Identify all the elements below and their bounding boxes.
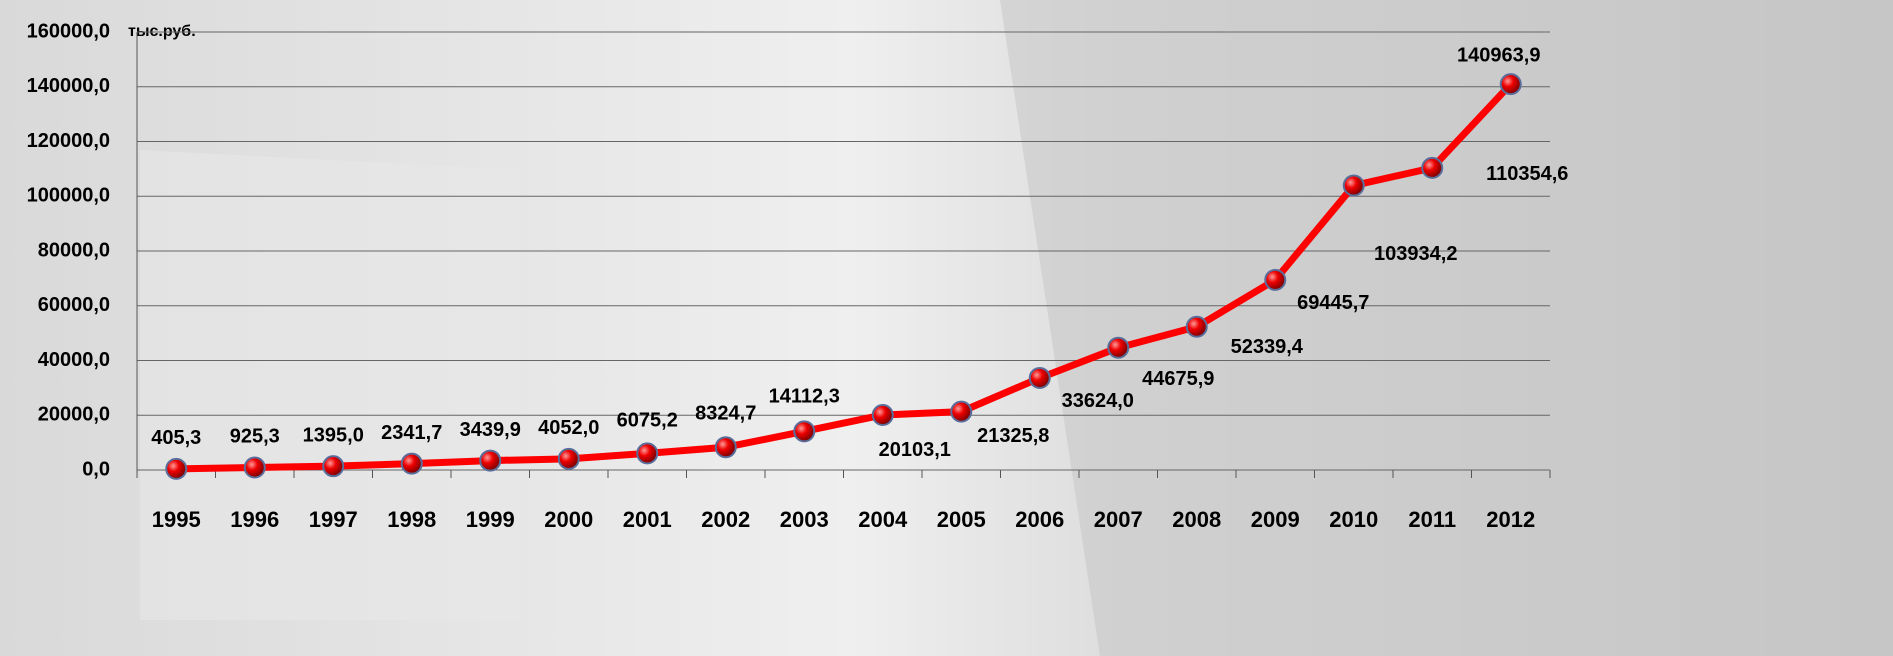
data-label: 4052,0 <box>538 417 599 439</box>
data-label: 52339,4 <box>1231 336 1304 358</box>
marker <box>1107 336 1130 359</box>
x-tick-label: 2010 <box>1329 507 1378 532</box>
marker <box>165 457 188 480</box>
data-label: 14112,3 <box>769 386 840 408</box>
marker <box>1421 156 1444 179</box>
x-tick-label: 2005 <box>937 507 986 532</box>
marker <box>950 400 973 423</box>
background-shape <box>1000 0 1893 656</box>
data-label: 1395,0 <box>303 424 364 446</box>
data-label: 8324,7 <box>695 402 756 424</box>
y-tick-label: 60000,0 <box>38 294 110 316</box>
data-label: 69445,7 <box>1297 292 1369 314</box>
x-tick-label: 2004 <box>858 507 908 532</box>
line <box>176 81 1514 473</box>
y-tick-label: 140000,0 <box>27 75 110 97</box>
data-label: 405,3 <box>151 427 201 449</box>
marker <box>243 456 266 479</box>
data-label: 140963,9 <box>1457 44 1540 66</box>
x-tick-label: 1999 <box>466 507 515 532</box>
y-tick-label: 20000,0 <box>38 404 110 426</box>
marker <box>1264 268 1287 291</box>
data-label: 21325,8 <box>977 425 1049 447</box>
background-shape <box>140 150 520 620</box>
data-label: 6075,2 <box>617 410 678 432</box>
marker <box>636 442 659 465</box>
y-tick-label: 40000,0 <box>38 349 110 371</box>
marker <box>400 452 423 475</box>
x-tick-label: 2011 <box>1408 507 1456 532</box>
x-tick-label: 2007 <box>1094 507 1143 532</box>
data-label: 2341,7 <box>381 422 442 444</box>
marker <box>1185 315 1208 338</box>
marker <box>1499 73 1522 96</box>
data-label: 3439,9 <box>460 419 521 441</box>
x-tick-label: 1997 <box>309 507 358 532</box>
data-label: 925,3 <box>230 426 280 448</box>
marker <box>557 447 580 470</box>
y-tick-label: 80000,0 <box>38 239 110 261</box>
x-tick-label: 2002 <box>701 507 750 532</box>
data-label: 103934,2 <box>1374 243 1457 265</box>
data-label: 20103,1 <box>879 439 951 461</box>
data-label: 33624,0 <box>1062 390 1134 412</box>
marker <box>1028 366 1051 389</box>
x-tick-label: 2006 <box>1015 507 1064 532</box>
x-tick-label: 2009 <box>1251 507 1300 532</box>
y-tick-label: 160000,0 <box>27 20 110 42</box>
x-tick-label: 2012 <box>1486 507 1535 532</box>
marker <box>479 449 502 472</box>
y-tick-label: 0,0 <box>82 458 110 480</box>
marker <box>1342 174 1365 197</box>
marker <box>714 436 737 459</box>
data-label: 44675,9 <box>1142 368 1214 390</box>
x-tick-label: 1995 <box>152 507 201 532</box>
data-label: 110354,6 <box>1486 163 1568 185</box>
x-tick-label: 2008 <box>1172 507 1221 532</box>
x-tick-label: 1998 <box>387 507 436 532</box>
x-tick-label: 2001 <box>623 507 672 532</box>
x-tick-label: 2003 <box>780 507 829 532</box>
x-tick-label: 1996 <box>230 507 279 532</box>
marker <box>793 420 816 443</box>
y-tick-label: 100000,0 <box>27 185 110 207</box>
marker <box>322 455 345 478</box>
x-tick-label: 2000 <box>544 507 593 532</box>
marker <box>871 403 894 426</box>
y-tick-label: 120000,0 <box>27 130 110 152</box>
